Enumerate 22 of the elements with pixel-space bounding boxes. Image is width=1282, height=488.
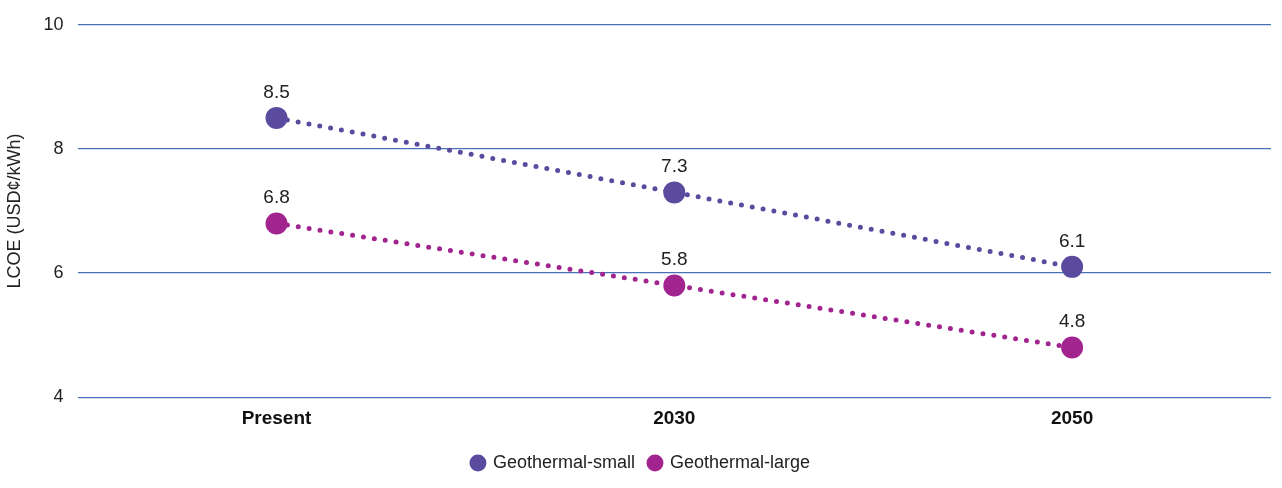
data-label: 8.5 xyxy=(263,80,290,102)
data-label: 4.8 xyxy=(1058,310,1086,332)
y-tick-label: 10 xyxy=(43,13,64,34)
y-tick-label: 4 xyxy=(53,386,64,407)
point xyxy=(265,212,288,235)
y-axis-title: LCOE (USD¢/kWh) xyxy=(3,133,24,289)
legend-label: Geothermal-small xyxy=(492,451,635,472)
legend-label: Geothermal-large xyxy=(669,451,811,472)
point xyxy=(265,106,288,129)
point xyxy=(1061,255,1084,278)
data-label: 7.3 xyxy=(661,155,688,177)
point xyxy=(663,181,686,204)
point xyxy=(663,274,686,297)
y-tick-label: 6 xyxy=(53,262,64,283)
x-tick-label: 2050 xyxy=(1050,406,1094,428)
data-label: 6.1 xyxy=(1058,229,1086,251)
point xyxy=(1061,336,1084,359)
x-tick-label: 2030 xyxy=(653,406,696,428)
y-tick-label: 8 xyxy=(53,137,64,158)
data-label: 5.8 xyxy=(661,248,688,270)
data-label: 6.8 xyxy=(263,186,290,208)
x-tick-label: Present xyxy=(241,406,313,428)
